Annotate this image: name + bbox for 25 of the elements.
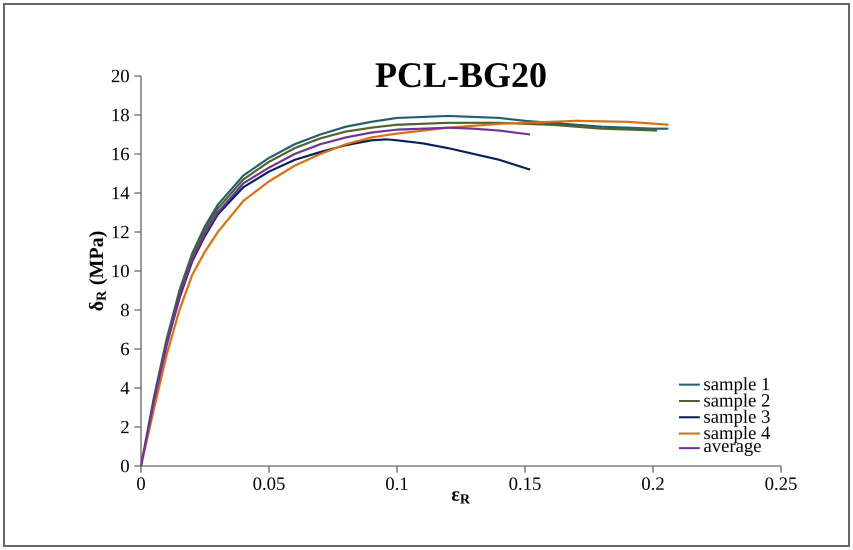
legend-label: sample 4	[704, 426, 770, 443]
legend-label: sample 2	[704, 393, 770, 410]
legend-label: sample 1	[704, 377, 770, 394]
y-tick-label: 12	[112, 226, 129, 238]
x-tick-label: 0.05	[253, 477, 285, 490]
x-tick-label: 0.15	[509, 477, 541, 490]
y-tick-label: 10	[112, 264, 129, 278]
x-tick-label: 0.25	[765, 477, 797, 490]
y-tick-label: 4	[120, 382, 130, 394]
legend-label: sample 3	[704, 410, 770, 427]
x-tick-label: 0	[137, 477, 145, 490]
y-tick-label: 14	[112, 186, 130, 200]
y-axis-title: δ$_{R}$ (MPa)	[88, 232, 108, 311]
y-tick-label: 16	[112, 148, 130, 160]
chart-title: PCL-BG20	[376, 62, 546, 88]
y-tick-label: 6	[121, 342, 130, 356]
y-tick-label: 2	[121, 420, 129, 434]
y-tick-label: 18	[112, 108, 129, 122]
y-tick-label: 8	[121, 304, 129, 316]
legend-label: average	[704, 442, 761, 456]
x-tick-label: 0.2	[642, 477, 664, 490]
x-tick-label: 0.1	[386, 477, 408, 490]
y-tick-label: 0	[121, 460, 129, 472]
y-tick-label: 20	[112, 70, 129, 82]
x-axis-title: ε$_{R}$	[452, 491, 470, 504]
